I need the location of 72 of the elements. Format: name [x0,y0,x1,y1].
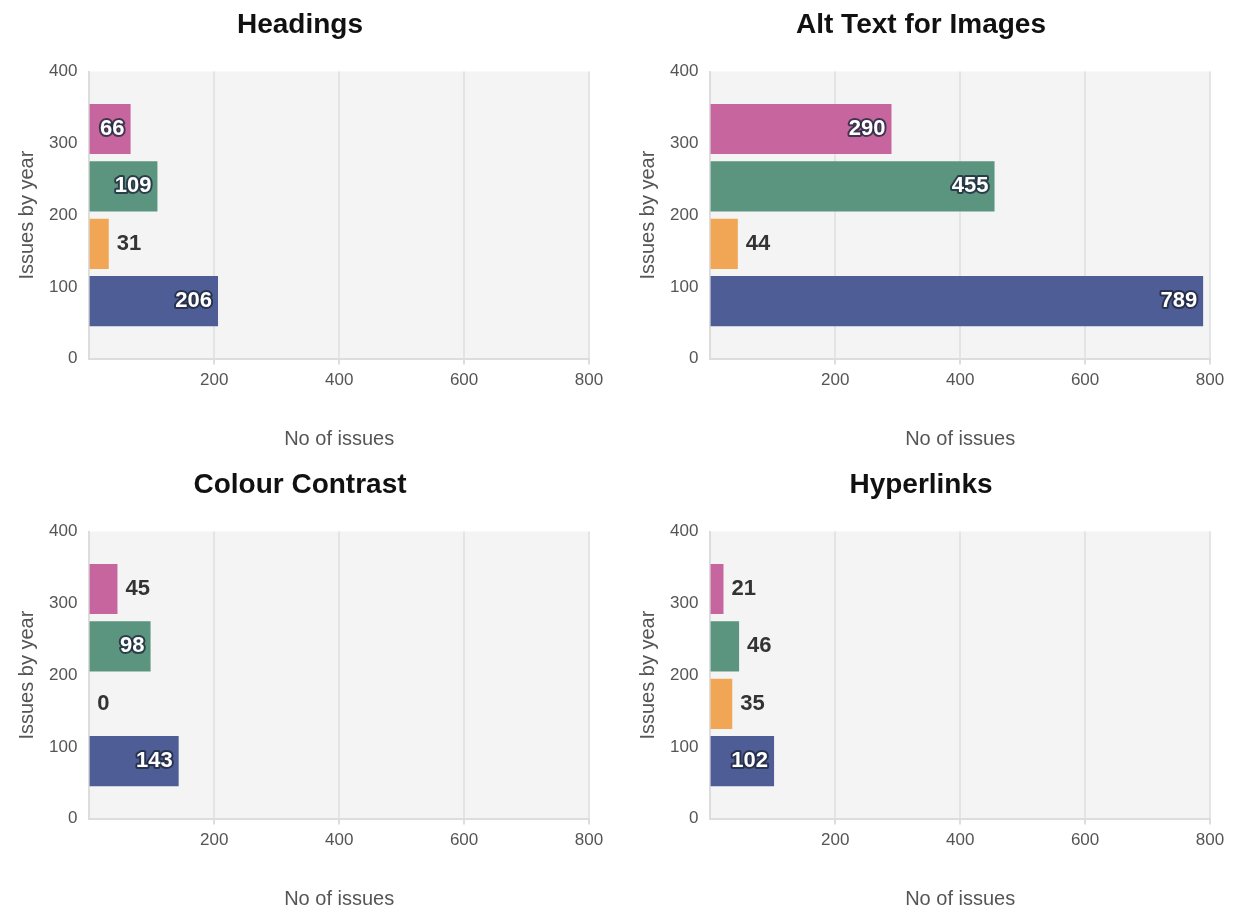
data-label: 21 [730,575,756,601]
y-axis-title: Issues by year [635,610,658,740]
y-axis-title: Issues by year [14,610,37,740]
y-tick-label: 200 [669,204,698,224]
x-axis-title: No of issues [904,886,1015,909]
x-tick-label: 600 [449,370,478,390]
bar [88,218,109,269]
data-label: 98 [119,632,145,658]
bar [709,621,739,672]
x-tick-label: 200 [820,830,849,850]
x-axis-title: No of issues [283,886,394,909]
chart-title: Hyperlinks [848,467,993,499]
data-label: 143 [135,747,173,773]
x-tick-label: 200 [820,370,849,390]
x-tick-label: 600 [449,830,478,850]
y-tick-label: 100 [48,276,77,296]
data-label: 35 [739,689,765,715]
y-axis-title: Issues by year [14,150,37,280]
data-label: 46 [746,632,772,658]
bar [709,276,1203,327]
y-tick-label: 100 [669,736,698,756]
x-tick-label: 400 [324,370,353,390]
y-tick-label: 100 [48,736,77,756]
bar [709,678,732,729]
y-tick-label: 100 [669,276,698,296]
x-tick-label: 800 [574,370,603,390]
x-tick-label: 600 [1070,370,1099,390]
data-label: 44 [745,229,771,255]
y-tick-label: 0 [67,348,77,368]
y-tick-label: 0 [67,808,77,828]
x-tick-label: 200 [199,370,228,390]
y-tick-label: 300 [669,133,698,153]
x-tick-label: 800 [574,830,603,850]
x-tick-label: 800 [1195,830,1224,850]
x-tick-label: 400 [945,370,974,390]
data-label: 66 [99,115,125,141]
data-label: 789 [1159,287,1197,313]
y-tick-label: 400 [669,521,698,541]
y-tick-label: 0 [688,348,698,368]
bar [709,161,995,212]
data-label: 455 [951,172,989,198]
y-tick-label: 200 [669,664,698,684]
chart-title: Headings [236,7,363,39]
data-label: 45 [124,575,150,601]
data-label: 31 [116,229,141,255]
y-tick-label: 300 [48,133,77,153]
x-axis-title: No of issues [904,426,1015,449]
bar [709,563,723,615]
chart-title: Alt Text for Images [795,7,1046,39]
data-label: 290 [848,115,885,141]
bar [709,103,891,155]
x-tick-label: 200 [199,830,228,850]
y-tick-label: 400 [48,61,77,81]
x-tick-label: 800 [1195,370,1224,390]
x-tick-label: 400 [945,830,974,850]
y-axis-title: Issues by year [635,150,658,280]
bar [709,218,738,269]
y-tick-label: 400 [48,521,77,541]
chart-title: Colour Contrast [192,467,407,499]
data-label: 0 [96,689,110,715]
x-tick-label: 400 [324,830,353,850]
y-tick-label: 300 [669,593,698,613]
data-label: 206 [174,287,212,313]
x-axis-title: No of issues [283,426,394,449]
y-tick-label: 0 [688,808,698,828]
data-label: 102 [730,747,768,773]
y-tick-label: 300 [48,593,77,613]
y-tick-label: 200 [48,204,77,224]
x-tick-label: 600 [1070,830,1099,850]
y-tick-label: 200 [48,664,77,684]
data-label: 109 [114,172,151,198]
y-tick-label: 400 [669,61,698,81]
